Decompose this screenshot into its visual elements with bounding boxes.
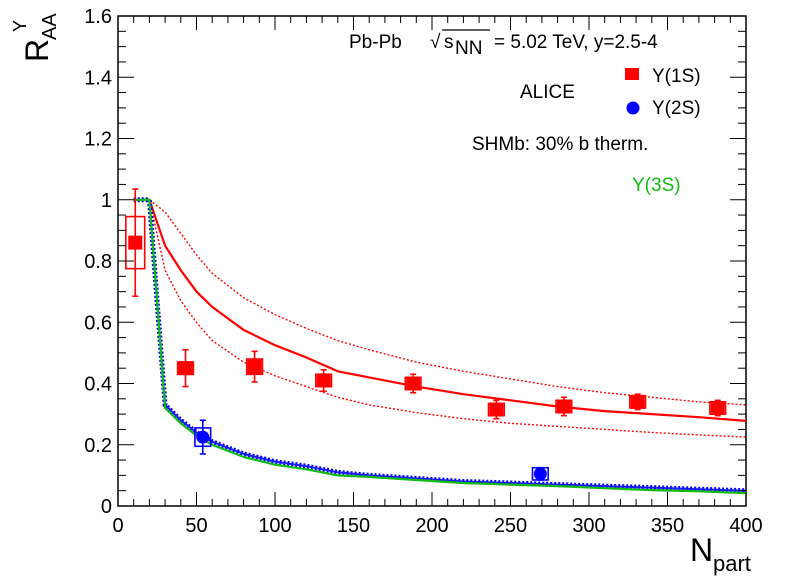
data-point-1s (178, 361, 193, 376)
header-energy-sub: NN (455, 38, 482, 59)
data-point-1s (128, 235, 143, 250)
header-energy-var: s (444, 32, 454, 53)
x-tick-label: 250 (494, 515, 527, 537)
model-band-2s-edge (133, 198, 747, 492)
y-tick-label: 1 (101, 190, 112, 212)
y-tick-label: 1.6 (84, 6, 112, 28)
legend-label-2s: Υ(2S) (652, 98, 701, 119)
y-tick-label: 0.8 (84, 251, 112, 273)
legend-marker-1s (625, 68, 639, 80)
y-axis-title-sup: Υ (10, 20, 30, 32)
data-point-1s (406, 376, 421, 391)
data-point-1s (710, 401, 725, 415)
x-tick-label: 50 (185, 515, 207, 537)
x-tick-label: 400 (729, 515, 762, 537)
y-tick-label: 0.6 (84, 312, 112, 334)
x-tick-label: 200 (415, 515, 448, 537)
legend-label-1s: Υ(1S) (652, 66, 701, 87)
data-point-2s (533, 467, 547, 481)
y-tick-label: 1.4 (84, 67, 112, 89)
y-axis-title: R (19, 39, 55, 62)
model-curve-solid (133, 198, 747, 422)
legend: Υ(1S) Υ(2S) Υ(3S) (625, 66, 701, 196)
header-energy-value: = 5.02 TeV, y=2.5-4 (494, 32, 658, 53)
x-tick-label: 300 (572, 515, 605, 537)
header-label: Pb-Pb √ s NN = 5.02 TeV, y=2.5-4 (349, 29, 658, 59)
x-axis-title-sub: part (713, 551, 751, 576)
experiment-label: ALICE (520, 82, 575, 103)
x-axis-title-main: N (690, 532, 713, 568)
data-point-2s (196, 430, 210, 444)
x-tick-label: 100 (258, 515, 291, 537)
data-point-1s (316, 373, 331, 388)
y-tick-label: 0 (101, 496, 112, 518)
axis-ticks: 0 50 100 150 200 250 300 350 400 0 0.2 0.4 0.6 0.8 1 1.… (84, 6, 763, 537)
y-tick-label: 1.2 (84, 129, 112, 151)
y-tick-label: 0.4 (84, 374, 112, 396)
header-system: Pb-Pb (349, 32, 402, 53)
legend-label-3s: Υ(3S) (632, 175, 681, 196)
x-tick-label: 350 (651, 515, 684, 537)
model-label: SHMb: 30% b therm. (472, 134, 648, 155)
data-point-1s (489, 402, 504, 417)
model-curve-solid (133, 198, 747, 495)
data-points (125, 188, 727, 481)
legend-marker-2s (626, 101, 640, 115)
y-axis-title-sub: AA (39, 13, 61, 40)
data-point-1s (247, 359, 262, 374)
y-axis-title-main: R (19, 39, 55, 62)
data-point-1s (556, 399, 571, 414)
data-point-1s (630, 394, 645, 409)
x-tick-label: 0 (112, 515, 123, 537)
model-curves (133, 197, 747, 495)
model-curve-dotted (133, 199, 747, 438)
x-tick-label: 150 (337, 515, 370, 537)
model-curve-dotted (133, 199, 747, 406)
y-tick-label: 0.2 (84, 435, 112, 457)
header-sqrt-symbol: √ (430, 32, 441, 53)
